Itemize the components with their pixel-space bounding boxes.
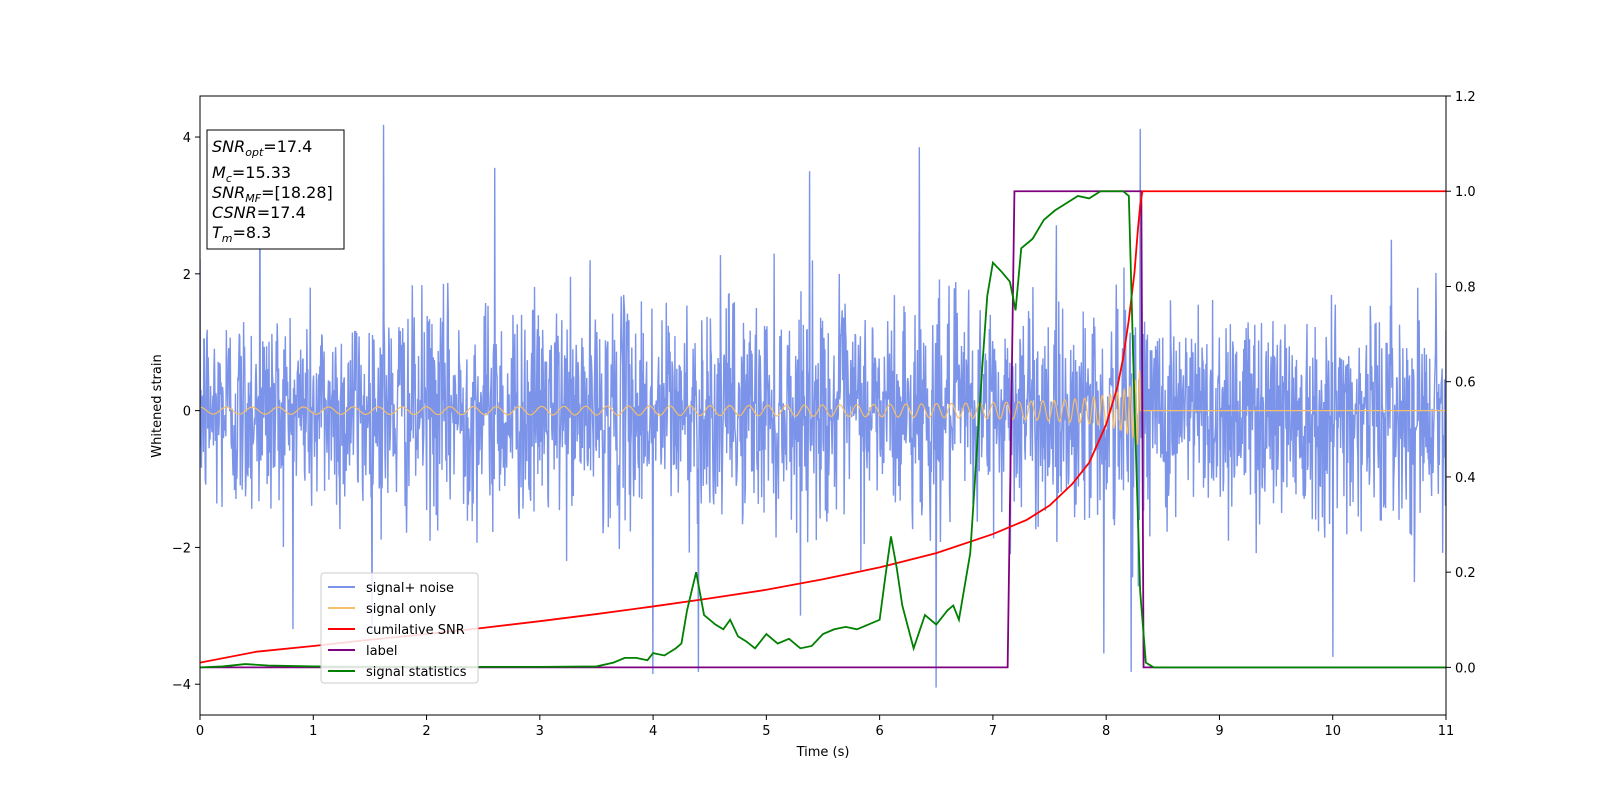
legend-label: signal statistics (366, 665, 467, 680)
y2-tick-label: 0.0 (1455, 661, 1476, 676)
series-line-signal-noise (200, 124, 1446, 688)
x-tick-label: 5 (762, 724, 770, 739)
x-tick-label: 9 (1215, 724, 1223, 739)
signal-only-series (200, 370, 1446, 445)
y-axis-label: Whitened strain (150, 354, 165, 457)
x-tick-label: 6 (875, 724, 883, 739)
x-tick-label: 0 (196, 724, 204, 739)
y2-tick-label: 0.6 (1455, 376, 1476, 391)
y2-tick-label: 0.4 (1455, 471, 1476, 486)
plot-frame (199, 95, 1447, 716)
x-tick-label: 1 (309, 724, 317, 739)
annotation-tm: Tm=8.3 (212, 223, 271, 245)
x-axis: 0 1 2 3 4 5 6 7 8 9 10 11 (196, 715, 1454, 739)
y-tick-label: 2 (183, 268, 191, 283)
x-tick-label: 10 (1324, 724, 1341, 739)
x-tick-label: 3 (536, 724, 544, 739)
y2-tick-label: 0.8 (1455, 280, 1476, 295)
y2-tick-label: 1.0 (1455, 185, 1476, 200)
legend-box (320, 572, 479, 684)
annotation-snr-mf: SNRMF=[18.28] (212, 183, 333, 205)
annotation-snr-opt: SNRopt=17.4 (212, 137, 312, 159)
legend: signal+ noise signal only cumilative SNR la… (320, 572, 479, 684)
y2-tick-label: 1.2 (1455, 90, 1476, 105)
x-tick-label: 4 (649, 724, 657, 739)
legend-label: signal only (366, 602, 436, 617)
legend-label: cumilative SNR (366, 623, 465, 638)
x-tick-label: 7 (989, 724, 997, 739)
annotation-mc: Mc=15.33 (212, 163, 291, 185)
y-tick-label: 4 (183, 131, 191, 146)
annotation-csnr: CSNR=17.4 (212, 203, 306, 222)
series-line-signal-statistics (200, 190, 1446, 669)
x-tick-label: 11 (1438, 724, 1455, 739)
annotation-box: SNRopt=17.4 Mc=15.33 SNRMF=[18.28] CSNR=… (206, 129, 345, 250)
legend-label: signal+ noise (366, 581, 454, 596)
y-tick-label: 0 (183, 405, 191, 420)
y-tick-label: −2 (172, 541, 191, 556)
y2-tick-label: 0.2 (1455, 566, 1476, 581)
y-tick-label: −4 (172, 678, 191, 693)
x-tick-label: 8 (1102, 724, 1110, 739)
series-line-signal-only (200, 370, 1446, 445)
y-axis-right: 0.0 0.2 0.4 0.6 0.8 1.0 1.2 (1446, 90, 1476, 676)
y-axis-left: −4 −2 0 2 4 (172, 131, 200, 693)
x-tick-label: 2 (422, 724, 430, 739)
legend-label: label (366, 644, 397, 659)
x-axis-label: Time (s) (796, 745, 850, 760)
signal-noise-series (200, 124, 1446, 688)
